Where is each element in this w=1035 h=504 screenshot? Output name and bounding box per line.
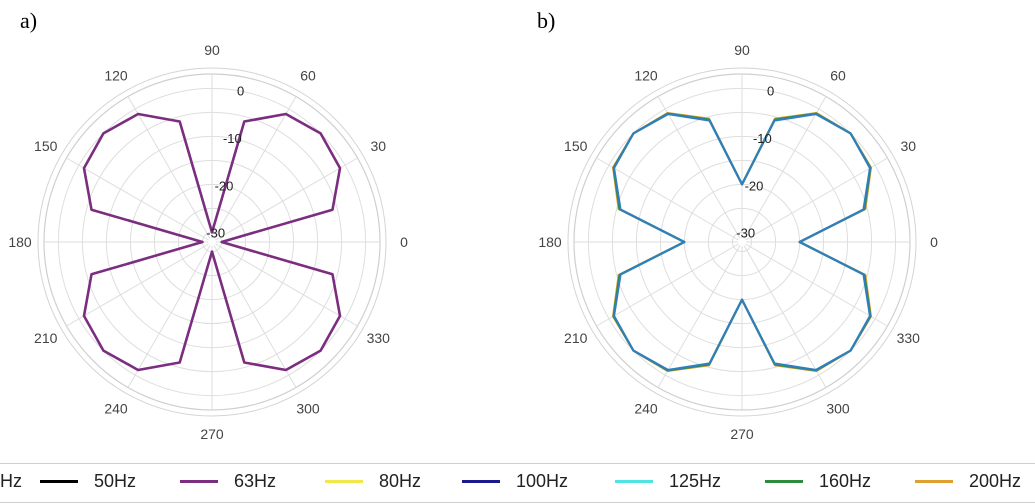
angle-tick-label: 60 <box>300 68 316 84</box>
angle-tick-label: 60 <box>830 68 846 84</box>
angle-tick-label: 150 <box>564 138 588 154</box>
angle-grid-line <box>127 96 211 239</box>
legend-item-label: 80Hz <box>379 471 422 491</box>
angle-grid-line <box>657 96 741 239</box>
legend-item-label: 160Hz <box>819 471 872 491</box>
angle-grid-line <box>215 243 358 327</box>
angle-tick-label: 120 <box>634 68 658 84</box>
angle-tick-label: 0 <box>930 234 938 250</box>
angle-tick-label: 180 <box>538 234 562 250</box>
angle-tick-label: 210 <box>34 330 58 346</box>
angle-grid-line <box>745 157 888 241</box>
legend-item-label: 125Hz <box>669 471 722 491</box>
legend-swatch <box>765 480 803 483</box>
angle-tick-label: 210 <box>564 330 588 346</box>
angle-grid-line <box>66 243 209 327</box>
series-line-63hz <box>82 112 342 372</box>
legend-item-50hz: 50Hz <box>40 471 136 492</box>
panel-a-label: a) <box>20 8 38 33</box>
angle-tick-label: 240 <box>104 400 128 416</box>
polar-chart-a: 0 30 60 90 120 150 180 210 240 270 300 330 0 -10 -20 -3… <box>8 42 408 442</box>
radial-tick-label: -30 <box>206 226 225 241</box>
legend-item-label: 200Hz <box>969 471 1022 491</box>
angle-tick-label: 120 <box>104 68 128 84</box>
polar-chart-b: 0 30 60 90 120 150 180 210 240 270 300 330 0 -10 -20 -3… <box>538 42 938 442</box>
legend-item-125hz: 125Hz <box>615 471 721 492</box>
angle-tick-label: 90 <box>734 42 750 58</box>
polar-plots: 03060901201501802102402703003300-10-20-3… <box>8 42 938 442</box>
legend-item-63hz: 63Hz <box>180 471 276 492</box>
angle-tick-label: 240 <box>634 400 658 416</box>
legend-swatch <box>615 480 653 483</box>
panel-b-label: b) <box>537 8 556 33</box>
legend: Hz 50Hz 63Hz 80Hz 100Hz 125Hz 160Hz 200H… <box>0 463 1035 503</box>
angle-grid-line <box>657 245 741 388</box>
radial-tick-label: -20 <box>215 178 234 193</box>
radial-tick-label: 0 <box>237 84 244 99</box>
radial-tick-label: -20 <box>745 178 764 193</box>
angle-tick-label: 150 <box>34 138 58 154</box>
radial-tick-label: -10 <box>753 131 772 146</box>
legend-item-80hz: 80Hz <box>325 471 421 492</box>
radial-tick-label: -30 <box>736 226 755 241</box>
legend-item-160hz: 160Hz <box>765 471 871 492</box>
angle-tick-label: 0 <box>400 234 408 250</box>
legend-item-cut: Hz <box>0 471 22 492</box>
polar-frame <box>567 67 917 417</box>
legend-swatch <box>40 480 78 483</box>
angle-tick-label: 30 <box>370 138 386 154</box>
angle-grid-line <box>745 243 888 327</box>
legend-item-100hz: 100Hz <box>462 471 568 492</box>
angle-grid-line <box>596 157 739 241</box>
angle-tick-label: 90 <box>204 42 220 58</box>
legend-swatch <box>915 480 953 483</box>
angle-tick-label: 180 <box>8 234 32 250</box>
angle-grid-line <box>127 245 211 388</box>
polar-frame <box>37 67 387 417</box>
angle-tick-label: 330 <box>897 330 921 346</box>
angle-grid-line <box>215 157 358 241</box>
angle-tick-label: 300 <box>826 400 850 416</box>
radial-tick-label: 0 <box>767 84 774 99</box>
angle-grid-line <box>213 245 297 388</box>
angle-tick-label: 330 <box>367 330 391 346</box>
angle-tick-label: 300 <box>296 400 320 416</box>
legend-item-200hz: 200Hz <box>915 471 1021 492</box>
angle-grid-line <box>213 96 297 239</box>
angle-grid-line <box>66 157 209 241</box>
legend-item-label: 100Hz <box>516 471 569 491</box>
legend-swatch <box>180 480 218 483</box>
angle-grid-line <box>743 245 827 388</box>
legend-swatch <box>462 480 500 483</box>
radial-tick-label: -10 <box>223 131 242 146</box>
angle-grid-line <box>596 243 739 327</box>
angle-tick-label: 270 <box>200 426 224 442</box>
angle-grid-line <box>743 96 827 239</box>
legend-swatch <box>325 480 363 483</box>
angle-tick-label: 30 <box>900 138 916 154</box>
legend-item-label: Hz <box>0 471 22 491</box>
legend-item-label: 63Hz <box>234 471 277 491</box>
angle-tick-label: 270 <box>730 426 754 442</box>
series-line <box>612 112 872 372</box>
legend-item-label: 50Hz <box>94 471 137 491</box>
